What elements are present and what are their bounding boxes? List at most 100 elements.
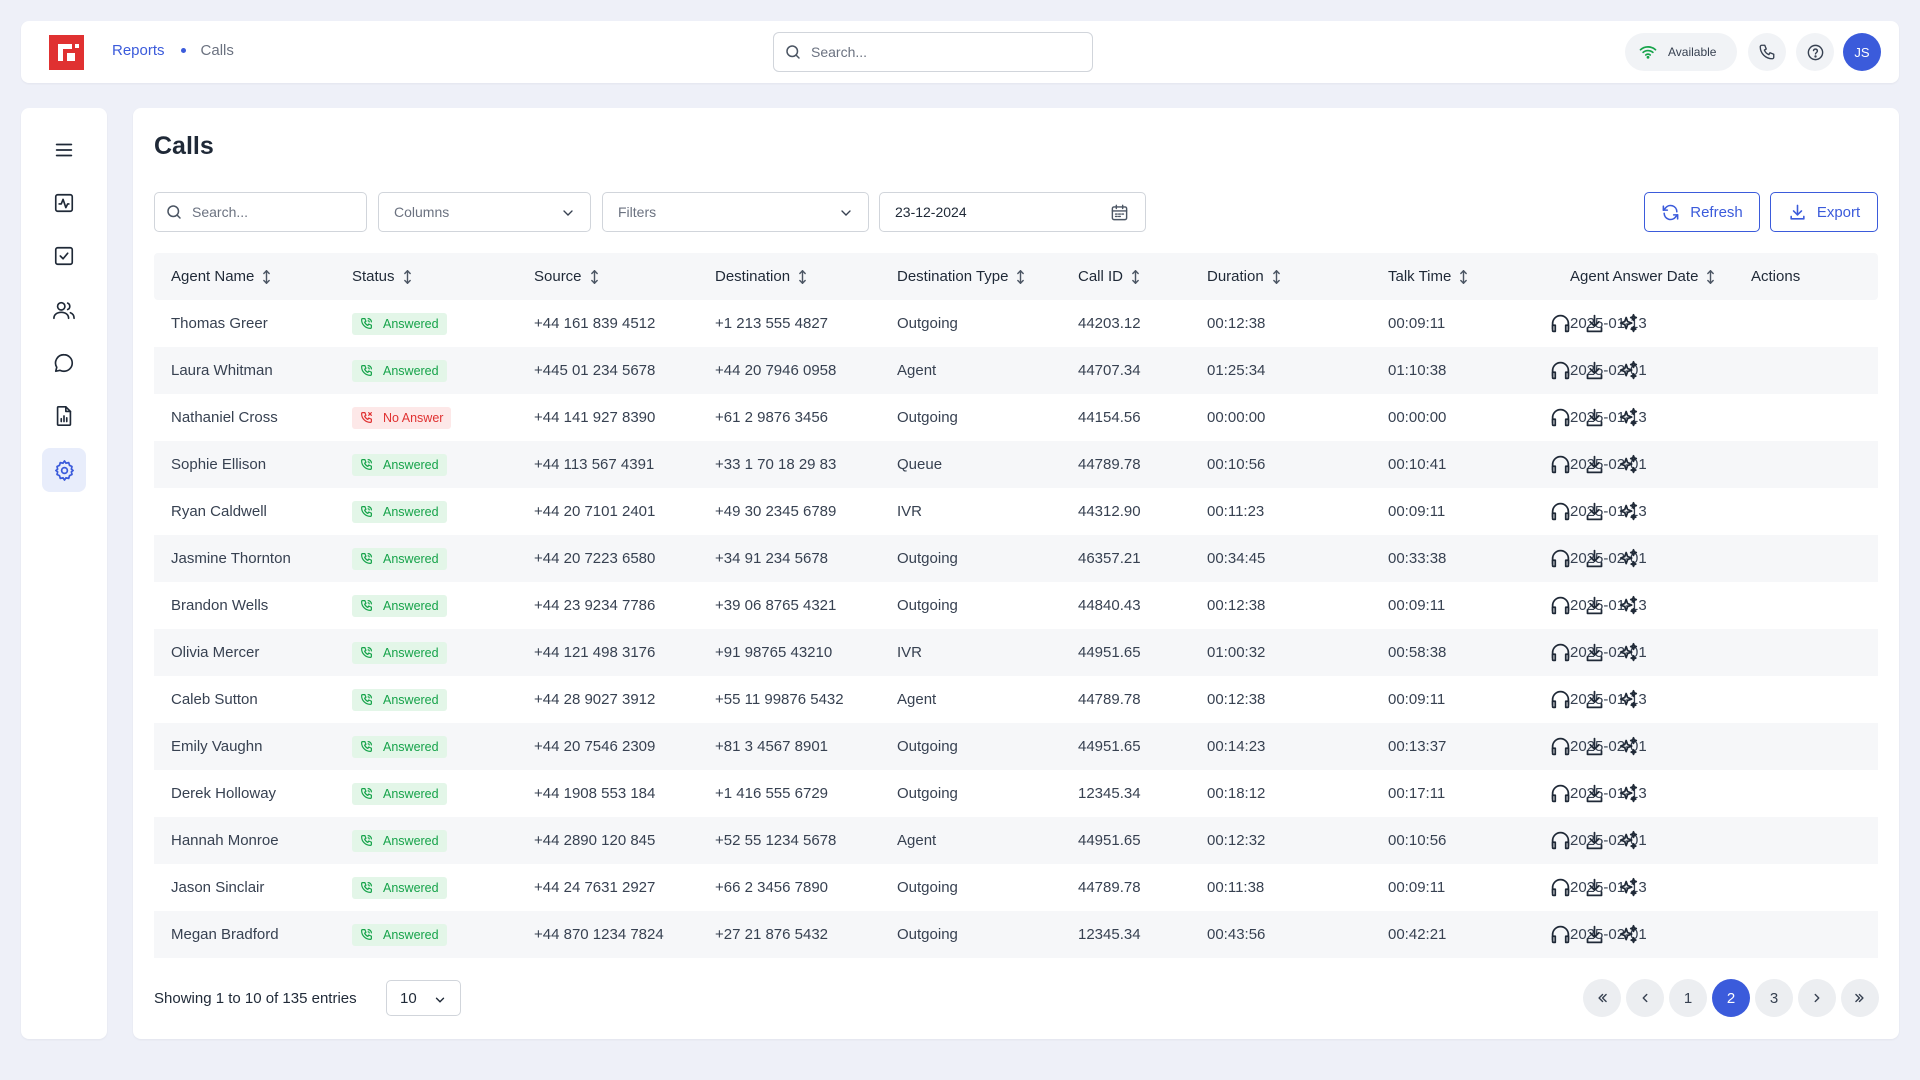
column-header-call-id[interactable]: Call ID [1078,253,1140,300]
sort-icon[interactable] [590,269,599,285]
columns-dropdown[interactable]: Columns [378,192,591,232]
table-search[interactable] [154,192,367,232]
sidebar-item-activity[interactable] [42,181,86,225]
listen-button[interactable] [1549,407,1571,429]
sidebar-item-settings[interactable] [42,448,86,492]
page-button-3[interactable]: 3 [1755,979,1793,1017]
sidebar-item-contacts[interactable] [42,288,86,332]
table-row[interactable]: Ryan Caldwell Answered +44 20 7101 2401 +49… [154,488,1878,535]
column-header-talk-time[interactable]: Talk Time [1388,253,1468,300]
column-header-duration[interactable]: Duration [1207,253,1281,300]
sidebar-item-messages[interactable] [42,341,86,385]
table-search-input[interactable] [192,204,332,220]
sidebar-item-tasks[interactable] [42,234,86,278]
column-header-destination-type[interactable]: Destination Type [897,253,1025,300]
listen-button[interactable] [1549,501,1571,523]
ai-insights-button[interactable] [1617,548,1639,570]
download-button[interactable] [1583,454,1605,476]
download-button[interactable] [1583,689,1605,711]
ai-insights-button[interactable] [1617,924,1639,946]
refresh-button[interactable]: Refresh [1644,192,1760,232]
sidebar-menu-toggle[interactable] [42,128,86,172]
ai-insights-button[interactable] [1617,360,1639,382]
ai-insights-button[interactable] [1617,454,1639,476]
download-button[interactable] [1583,360,1605,382]
table-row[interactable]: Hannah Monroe Answered +44 2890 120 845 +52… [154,817,1878,864]
listen-button[interactable] [1549,689,1571,711]
column-header-status[interactable]: Status [352,253,412,300]
column-header-source[interactable]: Source [534,253,599,300]
table-row[interactable]: Laura Whitman Answered +445 01 234 5678 +44… [154,347,1878,394]
download-button[interactable] [1583,924,1605,946]
download-button[interactable] [1583,877,1605,899]
listen-button[interactable] [1549,924,1571,946]
ai-insights-button[interactable] [1617,595,1639,617]
download-button[interactable] [1583,595,1605,617]
sort-icon[interactable] [1131,269,1140,285]
download-button[interactable] [1583,642,1605,664]
ai-insights-button[interactable] [1617,407,1639,429]
sort-icon[interactable] [1272,269,1281,285]
table-row[interactable]: Caleb Sutton Answered +44 28 9027 3912 +55 … [154,676,1878,723]
column-header-destination[interactable]: Destination [715,253,807,300]
listen-button[interactable] [1549,595,1571,617]
table-row[interactable]: Thomas Greer Answered +44 161 839 4512 +1 2… [154,300,1878,347]
page-button-2[interactable]: 2 [1712,979,1750,1017]
table-row[interactable]: Nathaniel Cross No Answer +44 141 927 8390… [154,394,1878,441]
listen-button[interactable] [1549,830,1571,852]
prev-page-button[interactable] [1626,979,1664,1017]
sort-icon[interactable] [1459,269,1468,285]
date-picker[interactable]: 23-12-2024 [879,192,1146,232]
listen-button[interactable] [1549,877,1571,899]
ai-insights-button[interactable] [1617,501,1639,523]
table-row[interactable]: Derek Holloway Answered +44 1908 553 184 +1… [154,770,1878,817]
ai-insights-button[interactable] [1617,783,1639,805]
sort-icon[interactable] [1016,269,1025,285]
last-page-button[interactable] [1841,979,1879,1017]
ai-insights-button[interactable] [1617,830,1639,852]
filters-dropdown[interactable]: Filters [602,192,869,232]
table-row[interactable]: Brandon Wells Answered +44 23 9234 7786 +39… [154,582,1878,629]
per-page-select[interactable]: 10 [386,980,461,1016]
export-button[interactable]: Export [1770,192,1878,232]
sort-icon[interactable] [1706,269,1715,285]
phone-button[interactable] [1748,33,1786,71]
download-button[interactable] [1583,830,1605,852]
ai-insights-button[interactable] [1617,642,1639,664]
next-page-button[interactable] [1798,979,1836,1017]
listen-button[interactable] [1549,548,1571,570]
table-row[interactable]: Sophie Ellison Answered +44 113 567 4391 +3… [154,441,1878,488]
help-button[interactable] [1796,33,1834,71]
table-row[interactable]: Jasmine Thornton Answered +44 20 7223 6580… [154,535,1878,582]
global-search[interactable] [773,32,1093,72]
download-button[interactable] [1583,501,1605,523]
listen-button[interactable] [1549,642,1571,664]
sort-icon[interactable] [798,269,807,285]
ai-insights-button[interactable] [1617,313,1639,335]
download-button[interactable] [1583,548,1605,570]
sort-icon[interactable] [403,269,412,285]
download-button[interactable] [1583,736,1605,758]
table-row[interactable]: Jason Sinclair Answered +44 24 7631 2927 +6… [154,864,1878,911]
download-button[interactable] [1583,313,1605,335]
availability-status[interactable]: Available [1625,33,1737,71]
listen-button[interactable] [1549,454,1571,476]
breadcrumb-reports-link[interactable]: Reports [112,42,165,59]
table-row[interactable]: Emily Vaughn Answered +44 20 7546 2309 +81 … [154,723,1878,770]
first-page-button[interactable] [1583,979,1621,1017]
listen-button[interactable] [1549,736,1571,758]
ai-insights-button[interactable] [1617,877,1639,899]
page-button-1[interactable]: 1 [1669,979,1707,1017]
table-row[interactable]: Olivia Mercer Answered +44 121 498 3176 +91… [154,629,1878,676]
column-header-agent-answer-date[interactable]: Agent Answer Date [1570,253,1715,300]
listen-button[interactable] [1549,360,1571,382]
brand-logo[interactable] [49,35,84,70]
sidebar-item-reports[interactable] [42,394,86,438]
column-header-agent-name[interactable]: Agent Name [171,253,271,300]
user-avatar[interactable]: JS [1843,33,1881,71]
download-button[interactable] [1583,407,1605,429]
listen-button[interactable] [1549,783,1571,805]
listen-button[interactable] [1549,313,1571,335]
ai-insights-button[interactable] [1617,689,1639,711]
global-search-input[interactable] [811,44,1071,60]
